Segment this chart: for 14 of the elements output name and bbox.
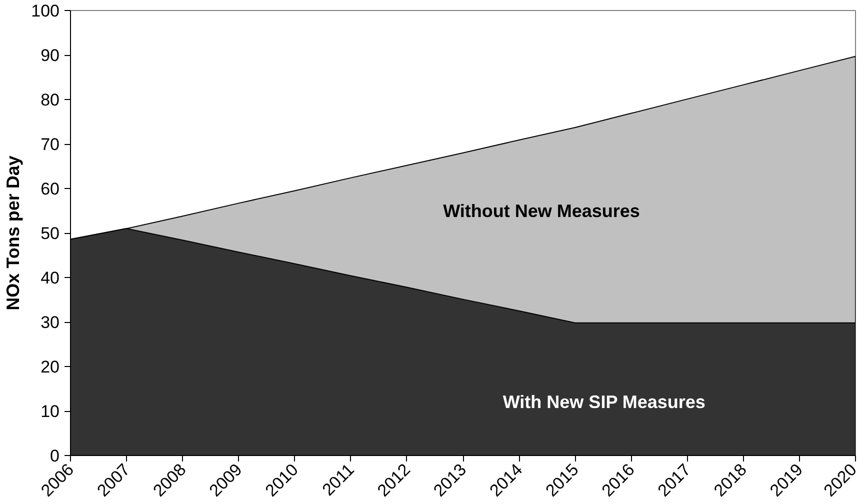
y-tick-label: 100 <box>31 2 60 20</box>
y-tick-label: 70 <box>40 135 60 154</box>
y-tick-label: 80 <box>40 90 60 110</box>
y-tick-label: 10 <box>40 402 60 421</box>
series-label: Without New Measures <box>443 200 640 221</box>
y-tick-label: 20 <box>40 358 60 376</box>
y-axis-title: NOx Tons per Day <box>3 156 24 310</box>
y-tick-label: 0 <box>50 446 60 466</box>
y-tick-label: 30 <box>40 313 60 332</box>
y-tick-label: 50 <box>40 224 60 243</box>
series-label: With New SIP Measures <box>502 392 706 412</box>
y-tick-label: 40 <box>40 268 60 288</box>
y-tick-label: 90 <box>40 46 60 65</box>
y-tick-label: 60 <box>40 180 60 198</box>
